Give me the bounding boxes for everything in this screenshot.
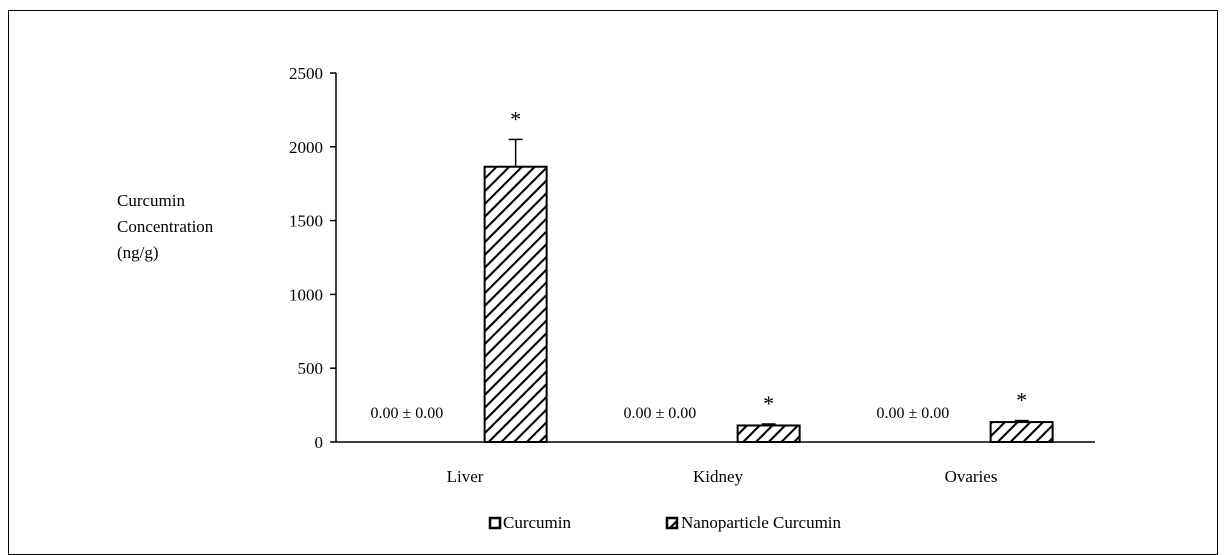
legend-swatch-curcumin <box>488 516 502 530</box>
y-tick-label: 2500 <box>289 64 323 83</box>
legend-item-nanoparticle-curcumin: Nanoparticle Curcumin <box>665 513 842 532</box>
legend-label-nanoparticle-curcumin: Nanoparticle Curcumin <box>681 513 842 532</box>
y-axis-label-line-3: (ng/g) <box>117 243 159 262</box>
legend-swatch-nanoparticle-curcumin <box>665 516 679 530</box>
plot-area: 0 500 1000 1500 2000 2500 Liver 0.00 ± 0.00 * Kid… <box>289 64 1095 486</box>
y-tick-label: 1000 <box>289 285 323 304</box>
y-tick-label: 1500 <box>289 212 323 231</box>
legend-label-curcumin: Curcumin <box>503 513 571 532</box>
significance-marker: * <box>1016 388 1027 413</box>
y-tick-label: 2000 <box>289 138 323 157</box>
y-tick-label: 500 <box>298 359 324 378</box>
x-tick-label: Ovaries <box>945 467 998 486</box>
y-axis-label-line-1: Curcumin <box>117 191 185 210</box>
x-tick-label: Liver <box>447 467 484 486</box>
bar-nanoparticle-curcumin <box>483 165 548 443</box>
legend: Curcumin Nanoparticle Curcumin <box>488 513 842 532</box>
y-axis-label-line-2: Concentration <box>117 217 214 236</box>
bar-nanoparticle-curcumin <box>989 421 1054 444</box>
legend-item-curcumin: Curcumin <box>488 513 571 532</box>
data-label-curcumin: 0.00 ± 0.00 <box>370 405 443 422</box>
data-label-curcumin: 0.00 ± 0.00 <box>876 405 949 422</box>
significance-marker: * <box>510 106 521 131</box>
data-label-curcumin: 0.00 ± 0.00 <box>623 405 696 422</box>
bar-nanoparticle-curcumin <box>736 424 801 444</box>
x-tick-label: Kidney <box>693 467 744 486</box>
significance-marker: * <box>763 391 774 416</box>
y-tick-label: 0 <box>315 433 324 452</box>
